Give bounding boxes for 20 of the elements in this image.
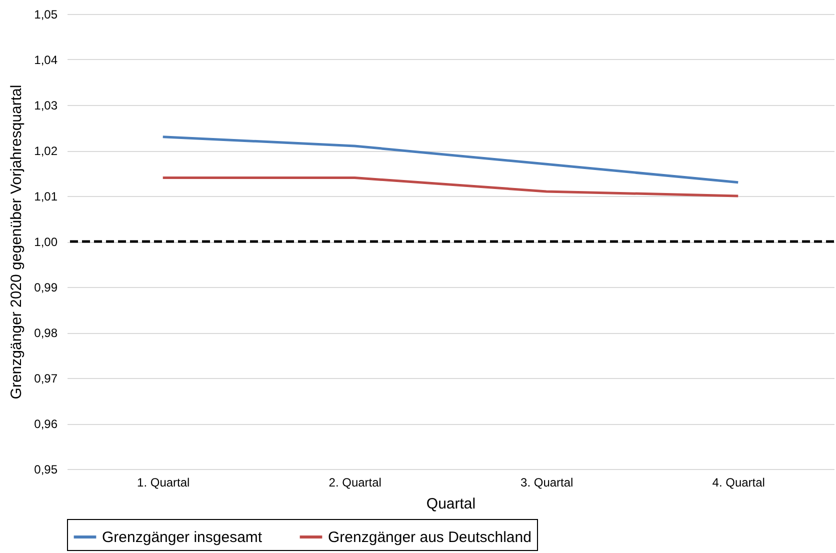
line-series	[162, 136, 740, 184]
legend-label: Grenzgänger insgesamt	[102, 529, 263, 546]
y-tick-label: 1,05	[34, 8, 58, 22]
y-tick-label: 1,03	[34, 98, 58, 112]
x-tick-label: 3. Quartal	[520, 476, 574, 490]
x-axis-title: Quartal	[426, 496, 476, 512]
x-tick-label: 4. Quartal	[712, 476, 765, 490]
y-tick-label: 0,97	[34, 372, 58, 386]
y-tick-label: 0,99	[34, 280, 58, 294]
y-tick-label: 1,04	[34, 53, 58, 67]
y-tick-label: 1,01	[34, 190, 58, 204]
y-tick-label: 0,98	[34, 326, 58, 340]
y-tick-label: 0,96	[34, 417, 58, 431]
legend-label: Grenzgänger aus Deutschland	[328, 529, 532, 546]
y-tick-label: 1,00	[34, 235, 58, 249]
y-axis-title: Grenzgänger 2020 gegenüber Vorjahresquartal	[8, 84, 26, 400]
x-tick-label: 1. Quartal	[137, 476, 190, 490]
y-tick-label: 0,95	[34, 462, 58, 476]
x-tick-label: 2. Quartal	[328, 476, 382, 490]
y-tick-label: 1,02	[34, 144, 58, 158]
